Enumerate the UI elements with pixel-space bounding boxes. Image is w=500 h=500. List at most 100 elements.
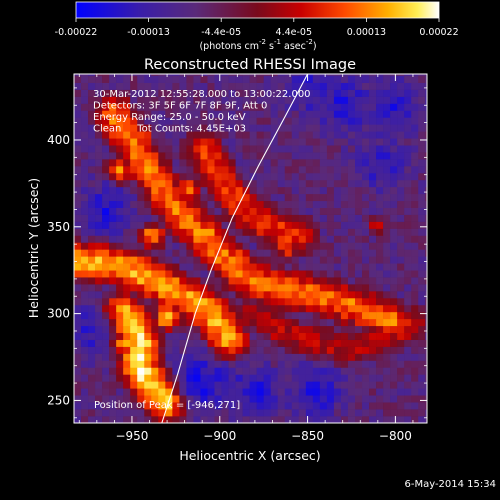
heatmap-cell [88, 367, 96, 375]
heatmap-cell [186, 228, 194, 236]
heatmap-cell [214, 145, 222, 153]
heatmap-cell [291, 186, 300, 195]
heatmap-cell [249, 263, 257, 271]
heatmap-cell [326, 131, 335, 139]
heatmap-cell [291, 346, 300, 354]
heatmap-cell [340, 89, 349, 97]
heatmap-cell [235, 117, 243, 125]
heatmap-cell [116, 214, 124, 222]
heatmap-cell [305, 256, 314, 264]
heatmap-cell [249, 159, 257, 167]
heatmap-cell [102, 74, 110, 77]
heatmap-cell [390, 277, 398, 285]
heatmap-cell [109, 235, 117, 243]
heatmap-cell [298, 346, 307, 354]
heatmap-cell [305, 103, 314, 111]
colorbar-tick-label: -4.4e-05 [201, 27, 241, 38]
heatmap-cell [277, 207, 286, 215]
heatmap-cell [74, 179, 82, 188]
heatmap-cell [347, 166, 356, 174]
heatmap-cell [130, 249, 138, 257]
heatmap-cell [340, 318, 349, 327]
heatmap-cell [312, 200, 321, 208]
heatmap-cell [235, 263, 243, 271]
heatmap-cell [256, 166, 264, 174]
heatmap-cell [102, 381, 110, 389]
heatmap-cell [404, 332, 412, 340]
heatmap-cell [151, 346, 159, 354]
heatmap-cell [425, 416, 427, 423]
heatmap-cell [305, 172, 314, 181]
heatmap-cell [102, 256, 110, 264]
heatmap-cell [369, 325, 377, 334]
heatmap-cell [369, 346, 377, 354]
heatmap-cell [158, 360, 166, 368]
heatmap-cell [221, 193, 229, 202]
heatmap-cell [326, 228, 335, 236]
heatmap-cell [123, 74, 131, 77]
heatmap-cell [158, 138, 166, 146]
heatmap-cell [235, 325, 243, 334]
heatmap-cell [102, 200, 110, 208]
heatmap-cell [298, 228, 307, 236]
heatmap-cell [109, 74, 117, 77]
heatmap-cell [109, 256, 117, 264]
heatmap-cell [347, 242, 356, 250]
heatmap-cell [355, 103, 363, 111]
heatmap-cell [88, 138, 96, 146]
heatmap-cell [165, 346, 173, 354]
heatmap-cell [319, 409, 328, 417]
heatmap-cell [347, 291, 356, 299]
heatmap-cell [326, 110, 335, 118]
heatmap-cell [130, 75, 138, 83]
heatmap-cell [298, 235, 307, 243]
heatmap-cell [193, 110, 201, 118]
heatmap-cell [207, 270, 215, 278]
heatmap-cell [74, 277, 82, 285]
heatmap-cell [305, 325, 314, 334]
heatmap-cell [88, 277, 96, 285]
heatmap-cell [319, 228, 328, 236]
heatmap-cell [305, 179, 314, 188]
heatmap-cell [369, 395, 377, 403]
heatmap-cell [172, 221, 180, 229]
heatmap-cell [102, 263, 110, 271]
heatmap-cell [376, 235, 384, 243]
heatmap-cell [291, 145, 300, 153]
heatmap-cell [228, 82, 236, 90]
heatmap-cell [256, 124, 264, 132]
heatmap-cell [165, 166, 173, 174]
heatmap-cell [214, 256, 222, 264]
heatmap-cell [291, 152, 300, 160]
heatmap-cell [102, 416, 110, 423]
heatmap-cell [397, 152, 405, 160]
heatmap-cell [326, 193, 335, 202]
heatmap-cell [242, 228, 250, 236]
heatmap-cell [200, 117, 208, 125]
heatmap-cell [242, 297, 250, 306]
heatmap-cell [347, 388, 356, 396]
heatmap-cell [158, 186, 166, 195]
heatmap-cell [179, 82, 187, 90]
heatmap-cell [277, 318, 286, 327]
heatmap-cell [362, 75, 370, 83]
heatmap-cell [235, 402, 243, 410]
heatmap-cell [221, 82, 229, 90]
heatmap-cell [291, 172, 300, 181]
heatmap-cell [425, 270, 427, 278]
heatmap-cell [333, 263, 342, 271]
heatmap-cell [123, 367, 131, 375]
heatmap-cell [207, 297, 215, 306]
heatmap-cell [284, 409, 293, 417]
heatmap-cell [235, 152, 243, 160]
heatmap-cell [228, 360, 236, 368]
heatmap-cell [376, 117, 384, 125]
heatmap-cell [270, 304, 279, 313]
heatmap-cell [214, 339, 222, 347]
heatmap-cell [263, 74, 271, 77]
heatmap-cell [74, 172, 82, 181]
heatmap-cell [151, 332, 159, 340]
heatmap-cell [305, 214, 314, 222]
heatmap-cell [305, 249, 314, 257]
heatmap-cell [305, 311, 314, 320]
